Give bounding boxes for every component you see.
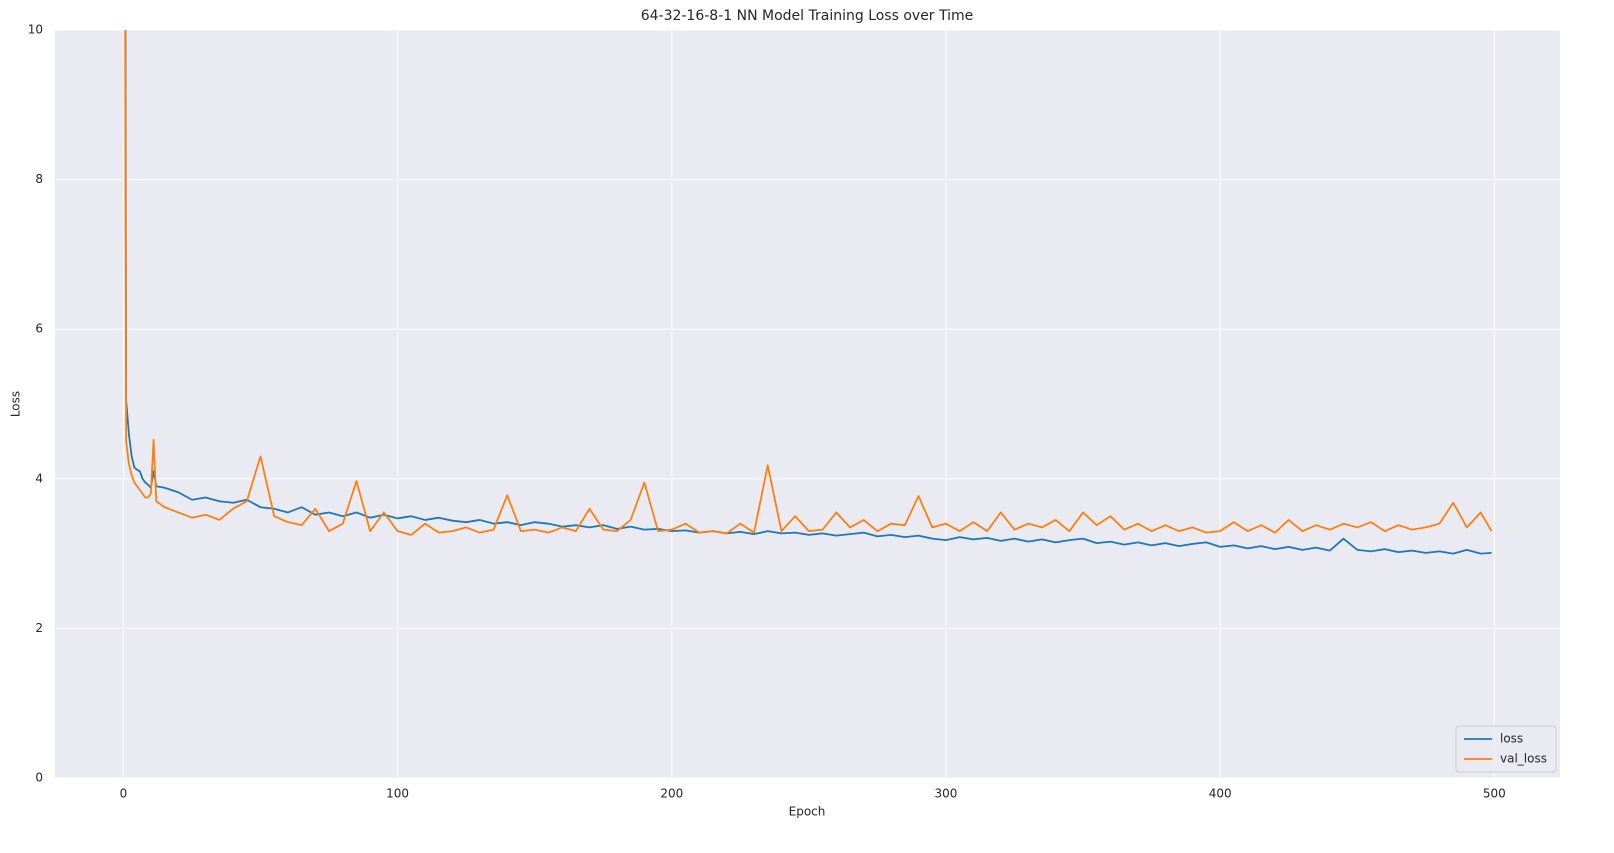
chart-title: 64-32-16-8-1 NN Model Training Loss over… <box>641 8 974 24</box>
legend-label: loss <box>1500 732 1523 746</box>
x-tick-label: 400 <box>1209 787 1232 801</box>
x-tick-label: 300 <box>935 787 958 801</box>
plot-area <box>55 30 1560 778</box>
legend-label: val_loss <box>1500 752 1547 766</box>
y-tick-label: 6 <box>35 322 43 336</box>
line-series <box>124 30 1492 555</box>
legend-box <box>1455 725 1557 773</box>
y-tick-label: 8 <box>35 172 43 186</box>
y-tick-label: 0 <box>35 771 43 785</box>
y-tick-label: 10 <box>28 23 43 37</box>
y-axis-label: Loss <box>9 391 23 417</box>
x-tick-label: 500 <box>1483 787 1506 801</box>
x-tick-label: 100 <box>386 787 409 801</box>
x-tick-label: 0 <box>120 787 128 801</box>
y-tick-label: 4 <box>35 471 43 485</box>
line-series <box>124 30 1493 536</box>
x-tick-label: 200 <box>660 787 683 801</box>
x-axis-label: Epoch <box>789 805 826 819</box>
y-tick-label: 2 <box>35 621 43 635</box>
